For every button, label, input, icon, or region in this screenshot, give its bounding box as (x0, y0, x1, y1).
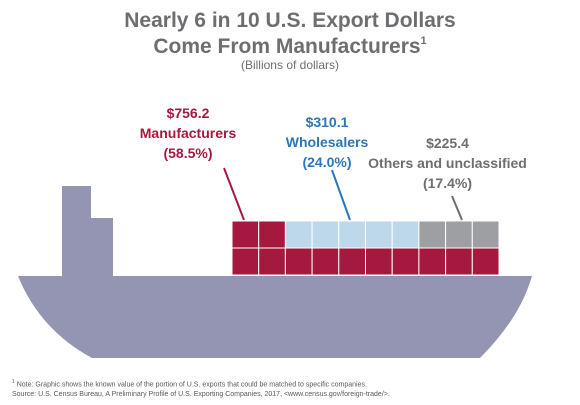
bottom-row-container (445, 247, 473, 276)
bottom-row-container (418, 247, 447, 276)
wholesalers-container (391, 220, 420, 249)
wholesalers-percent: (24.0%) (302, 154, 352, 170)
others-container (471, 220, 500, 249)
bottom-row-container (471, 247, 500, 276)
ship-illustration (18, 186, 532, 358)
wholesalers-amount: $310.1 (305, 114, 349, 130)
bottom-row-container (284, 247, 313, 276)
others-name: Others and unclassified (368, 155, 527, 171)
chart-subtitle: (Billions of dollars) (240, 58, 340, 72)
others-percent: (17.4%) (422, 175, 473, 191)
ship-bridge-tower (62, 186, 91, 278)
manufacturers-percent: (58.5%) (163, 145, 213, 161)
others-leader-line (451, 195, 463, 221)
label-leader-lines (223, 167, 463, 221)
manufacturers-amount: $756.2 (166, 105, 210, 121)
chart-title: Nearly 6 in 10 U.S. Export Dollars Come … (0, 8, 580, 60)
wholesalers-container (311, 220, 340, 249)
manufacturers-container (258, 220, 286, 249)
others-amount: $225.4 (426, 135, 469, 151)
others-container (418, 220, 447, 249)
bottom-row-container (311, 247, 340, 276)
wholesalers-leader-line (331, 169, 351, 221)
footnote-source: Source: U.S. Census Bureau, A Preliminar… (12, 391, 390, 399)
others-container (445, 220, 473, 249)
title-line-2-text: Come From Manufacturers (153, 35, 421, 58)
manufacturers-label: $756.2 Manufacturers (58.5%) (118, 103, 258, 163)
wholesalers-container (338, 220, 366, 249)
wholesalers-container (284, 220, 313, 249)
ship-hull (18, 276, 532, 358)
title-line-1: Nearly 6 in 10 U.S. Export Dollars (124, 9, 456, 32)
bottom-row-container (231, 247, 260, 276)
bottom-row-container (391, 247, 420, 276)
manufacturers-container (231, 220, 260, 249)
manufacturers-leader-line (223, 167, 245, 221)
bottom-row-container (338, 247, 366, 276)
wholesalers-label: $310.1 Wholesalers (24.0%) (262, 112, 392, 172)
footnote-marker: 1 (12, 379, 15, 385)
ship-bridge-deck (91, 218, 113, 278)
others-label: $225.4 Others and unclassified (17.4%) (360, 133, 535, 193)
bottom-row-container (258, 247, 286, 276)
manufacturers-name: Manufacturers (139, 125, 237, 141)
cargo-containers (231, 220, 500, 276)
title-footnote-marker: 1 (420, 35, 427, 47)
footnote: 1 Note: Graphic shows the known value of… (12, 377, 390, 400)
wholesalers-name: Wholesalers (285, 134, 369, 150)
footnote-note: 1 Note: Graphic shows the known value of… (12, 377, 390, 390)
title-line-2: Come From Manufacturers1 (0, 34, 580, 60)
wholesalers-container (365, 220, 393, 249)
footnote-note-text: Note: Graphic shows the known value of t… (14, 381, 367, 389)
bottom-row-container (365, 247, 393, 276)
